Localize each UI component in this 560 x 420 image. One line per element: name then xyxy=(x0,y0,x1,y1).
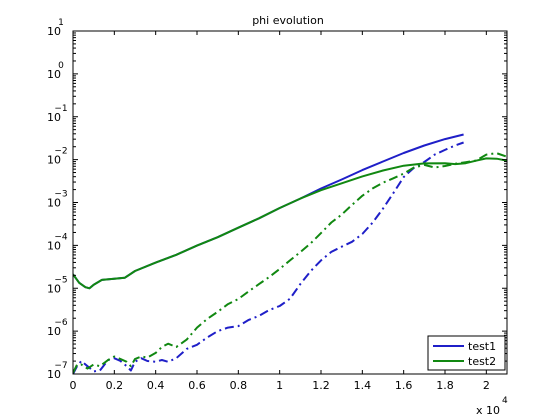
x-tick-label: 2 xyxy=(483,379,490,392)
y-tick-label-exponent: −4 xyxy=(54,232,68,242)
x-tick-label: 1.6 xyxy=(395,379,413,392)
x-multiplier-exponent: 4 xyxy=(502,396,508,406)
chart-title: phi evolution xyxy=(252,14,324,27)
x-tick-label: 0.8 xyxy=(230,379,248,392)
x-tick-label: 1.4 xyxy=(354,379,372,392)
y-tick-label-exponent: −7 xyxy=(54,361,67,371)
legend-label-test2: test2 xyxy=(468,355,496,368)
y-tick-label-base: 10 xyxy=(47,197,61,210)
y-tick-label-exponent: −1 xyxy=(54,104,67,114)
y-tick-label-base: 10 xyxy=(47,25,61,38)
series-line-2-dashdot xyxy=(73,141,464,374)
series-lines xyxy=(73,133,507,374)
y-tick-label-base: 10 xyxy=(47,282,61,295)
x-tick-label: 1 xyxy=(276,379,283,392)
y-tick-label-base: 10 xyxy=(47,154,61,167)
y-tick-label-exponent: −5 xyxy=(54,275,67,285)
y-tick-label-base: 10 xyxy=(47,111,61,124)
x-multiplier: x 10 xyxy=(476,404,500,417)
y-tick-label-exponent: −6 xyxy=(54,318,68,328)
x-tick-label: 0.4 xyxy=(147,379,165,392)
y-tick-label-base: 10 xyxy=(47,239,61,252)
plot-area xyxy=(73,133,507,374)
legend-label-test1: test1 xyxy=(468,340,496,353)
y-tick-label-base: 10 xyxy=(47,325,61,338)
y-tick-label-base: 10 xyxy=(47,68,61,81)
x-tick-label: 0.2 xyxy=(106,379,124,392)
x-tick-label: 1.8 xyxy=(436,379,454,392)
x-tick-label: 0 xyxy=(70,379,77,392)
y-tick-label-exponent: 1 xyxy=(58,18,64,28)
y-tick-label-exponent: −2 xyxy=(54,147,67,157)
axes: 0 0.2 0.4 0.6 0.8 1 1.2 1.4 1.6 1.8 2x 10410110010… xyxy=(47,18,508,417)
y-tick-label-exponent: 0 xyxy=(58,61,64,71)
legend-box xyxy=(427,335,506,371)
y-tick-label-exponent: −3 xyxy=(54,190,67,200)
y-tick-label-base: 10 xyxy=(47,368,61,381)
series-line-4-dashdot xyxy=(73,152,507,374)
x-tick-label: 0.6 xyxy=(188,379,206,392)
x-tick-label: 1.2 xyxy=(312,379,330,392)
legend: test1 test2 xyxy=(427,335,506,371)
